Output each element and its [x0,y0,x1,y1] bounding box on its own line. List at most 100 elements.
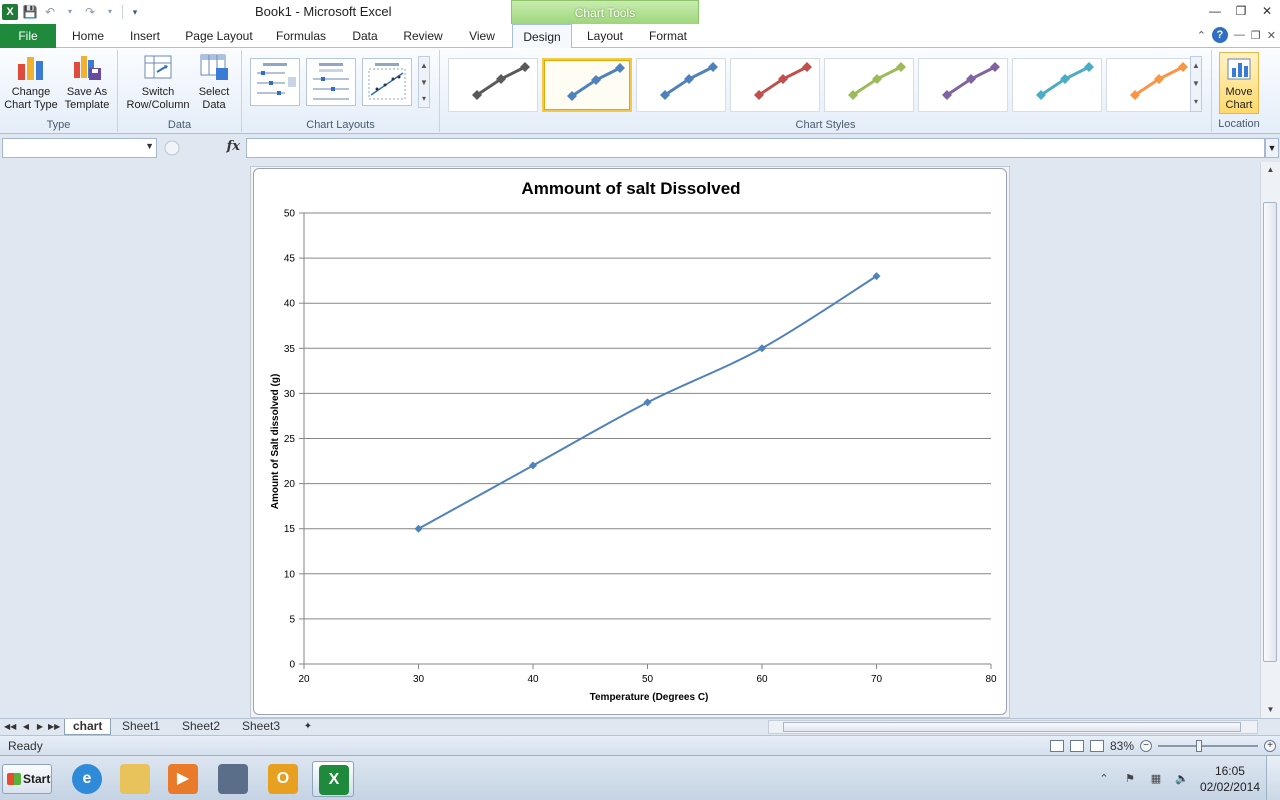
sheet-tab-sheet3[interactable]: Sheet3 [242,719,281,733]
save-icon[interactable]: 💾 [22,5,38,19]
insert-function-icon[interactable]: fx [226,139,240,154]
close-icon[interactable]: ✕ [1261,4,1273,18]
tab-design[interactable]: Design [512,24,572,49]
select-data-button[interactable]: Select Data [190,52,238,114]
tab-layout[interactable]: Layout [586,29,624,43]
customize-icon[interactable]: ▾ [132,7,138,17]
data-point[interactable] [758,344,766,353]
vertical-scroll-thumb[interactable] [1263,202,1277,662]
layouts-scroll-down-icon[interactable]: ▼ [420,78,428,87]
y-axis-title[interactable]: Amount of Salt dissolved (g) [270,374,281,510]
styles-scroll-up-icon[interactable]: ▲ [1192,61,1200,70]
tab-view[interactable]: View [469,29,495,43]
restore-icon[interactable]: ❐ [1235,4,1247,18]
layouts-scroll-up-icon[interactable]: ▲ [420,61,428,70]
chart-layout-3-thumbnail[interactable] [362,58,412,106]
move-chart-button[interactable]: Move Chart [1219,52,1259,114]
minimize-ribbon-icon[interactable]: ⌃ [1196,29,1206,42]
tab-file[interactable]: File [0,24,56,48]
chart-layout-2-thumbnail[interactable] [306,58,356,106]
name-box-dropdown-icon[interactable]: ▼ [145,141,154,151]
taskbar-outlook[interactable]: O [262,761,304,797]
minimize-icon[interactable]: — [1209,4,1221,18]
chart-style-1-thumbnail[interactable] [448,58,538,112]
help-icon[interactable]: ? [1211,27,1228,43]
doc-close-icon[interactable]: ✕ [1266,29,1276,42]
styles-scroll-down-icon[interactable]: ▼ [1192,79,1200,88]
zoom-slider[interactable] [1158,740,1258,752]
tab-format[interactable]: Format [648,29,687,43]
zoom-level[interactable]: 83% [1109,739,1134,753]
data-point[interactable] [643,398,652,407]
taskbar-excel[interactable]: X [312,761,354,797]
chart-style-7-thumbnail[interactable] [1012,58,1102,112]
layouts-gallery-scroll[interactable]: ▲ ▼ ▾ [418,56,430,108]
first-sheet-icon[interactable]: ◀◀ [4,722,17,731]
undo-dropdown-icon[interactable]: ▾ [67,7,72,16]
volume-icon[interactable]: 🔈 [1175,773,1189,785]
doc-restore-icon[interactable]: ❐ [1250,29,1261,42]
show-hidden-icons-icon[interactable]: ⌃ [1099,773,1109,785]
save-as-template-button[interactable]: Save As Template [60,52,114,114]
horizontal-scrollbar[interactable] [768,720,1258,734]
taskbar-internet-explorer[interactable]: e [66,761,108,797]
tab-home[interactable]: Home [71,29,104,43]
sheet-tab-chart[interactable]: chart [64,719,112,735]
zoom-out-icon[interactable]: − [1140,740,1152,752]
redo-dropdown-icon[interactable]: ▾ [107,7,112,16]
chart-title[interactable]: Ammount of salt Dissolved [521,179,740,198]
formula-input[interactable] [246,138,1265,158]
chart-style-3-thumbnail[interactable] [636,58,726,112]
taskbar-monitor-app[interactable] [212,761,254,797]
layouts-more-icon[interactable]: ▾ [421,94,426,103]
tab-data[interactable]: Data [352,29,378,43]
clock[interactable]: 16:05 02/02/2014 [1200,763,1260,795]
last-sheet-icon[interactable]: ▶▶ [48,722,61,731]
excel-logo-icon[interactable]: X [2,4,18,20]
zoom-in-icon[interactable]: + [1264,740,1276,752]
page-break-view-icon[interactable] [1089,740,1104,752]
expand-formula-bar-icon[interactable]: ▼ [1265,138,1279,158]
action-center-flag-icon[interactable]: ⚑ [1125,773,1135,785]
switch-row-column-button[interactable]: Switch Row/Column [124,52,192,114]
tab-page-layout[interactable]: Page Layout [185,29,253,43]
undo-icon[interactable]: ↶ [44,5,56,19]
tab-review[interactable]: Review [403,29,443,43]
data-point[interactable] [414,524,423,533]
chart-style-5-thumbnail[interactable] [824,58,914,112]
redo-icon[interactable]: ↷ [84,5,96,19]
data-point[interactable] [872,272,881,281]
tab-formulas[interactable]: Formulas [275,29,326,43]
styles-gallery-scroll[interactable]: ▲ ▼ ▾ [1190,56,1202,112]
styles-more-icon[interactable]: ▾ [1193,97,1198,106]
scroll-up-icon[interactable]: ▲ [1266,165,1275,174]
show-desktop-button[interactable] [1266,756,1280,800]
chart-style-8-thumbnail[interactable] [1106,58,1196,112]
chart-layout-1-thumbnail[interactable] [250,58,300,106]
zoom-slider-thumb[interactable] [1195,740,1202,752]
start-button[interactable]: Start [2,764,52,794]
data-point[interactable] [529,461,537,470]
chart-area[interactable]: 0 5 10 15 20 25 30 35 40 45 50 20 30 40 50 60 70 80 Ammoun… [253,168,1007,715]
sheet-tab-sheet1[interactable]: Sheet1 [122,719,161,733]
chart-style-6-thumbnail[interactable] [918,58,1008,112]
network-icon[interactable]: ▦ [1150,773,1162,785]
tab-insert[interactable]: Insert [129,29,160,43]
horizontal-scroll-thumb[interactable] [783,722,1241,732]
formula-bar-resize-icon[interactable] [162,138,182,158]
next-sheet-icon[interactable]: ▶ [36,722,44,731]
insert-sheet-icon[interactable]: ✦ [303,721,313,732]
scroll-down-icon[interactable]: ▼ [1266,705,1275,714]
chart-style-2-thumbnail[interactable] [542,58,632,112]
vertical-scrollbar[interactable]: ▲ ▼ [1260,162,1280,718]
name-box[interactable]: ▼ [2,138,157,158]
prev-sheet-icon[interactable]: ◀ [22,722,30,731]
chart-style-4-thumbnail[interactable] [730,58,820,112]
doc-minimize-icon[interactable]: — [1233,29,1245,41]
normal-view-icon[interactable] [1049,740,1064,752]
taskbar-file-explorer[interactable] [114,761,156,797]
sheet-tab-sheet2[interactable]: Sheet2 [182,719,221,733]
page-layout-view-icon[interactable] [1069,740,1084,752]
change-chart-type-button[interactable]: Change Chart Type [4,52,58,114]
taskbar-media-player[interactable]: ▶ [162,761,204,797]
